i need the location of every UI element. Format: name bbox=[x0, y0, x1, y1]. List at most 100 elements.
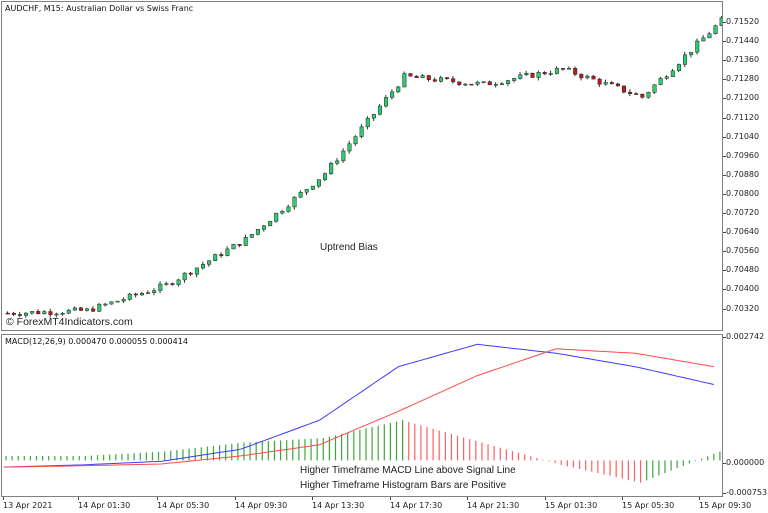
bear-candle[interactable] bbox=[640, 93, 645, 98]
bull-candle[interactable] bbox=[323, 173, 328, 180]
bear-candle[interactable] bbox=[530, 72, 535, 78]
time-axis[interactable]: 13 Apr 2021 14 Apr 01:30 14 Apr 05:30 14 Ap… bbox=[0, 497, 768, 513]
bull-candle[interactable] bbox=[280, 211, 285, 214]
bear-candle[interactable] bbox=[91, 308, 96, 312]
bull-candle[interactable] bbox=[585, 75, 590, 79]
bear-candle[interactable] bbox=[219, 254, 224, 256]
bull-candle[interactable] bbox=[231, 244, 236, 250]
bull-candle[interactable] bbox=[359, 126, 364, 137]
bull-candle[interactable] bbox=[286, 206, 291, 212]
bull-candle[interactable] bbox=[298, 191, 303, 198]
bull-candle[interactable] bbox=[475, 81, 480, 85]
bear-candle[interactable] bbox=[609, 82, 614, 85]
bull-candle[interactable] bbox=[115, 300, 120, 303]
bear-candle[interactable] bbox=[487, 81, 492, 86]
bull-candle[interactable] bbox=[97, 303, 102, 312]
bull-candle[interactable] bbox=[274, 212, 279, 222]
bear-candle[interactable] bbox=[414, 75, 419, 78]
bull-candle[interactable] bbox=[377, 105, 382, 115]
bull-candle[interactable] bbox=[646, 92, 651, 98]
bull-candle[interactable] bbox=[146, 292, 151, 294]
bull-candle[interactable] bbox=[420, 75, 425, 78]
bull-candle[interactable] bbox=[194, 267, 199, 275]
bull-candle[interactable] bbox=[719, 17, 722, 27]
bull-candle[interactable] bbox=[255, 229, 260, 235]
bull-candle[interactable] bbox=[603, 82, 608, 85]
bull-candle[interactable] bbox=[701, 37, 706, 42]
bull-candle[interactable] bbox=[402, 73, 407, 88]
bull-candle[interactable] bbox=[42, 311, 47, 315]
bull-candle[interactable] bbox=[249, 234, 254, 238]
bull-candle[interactable] bbox=[548, 73, 553, 75]
bear-candle[interactable] bbox=[170, 283, 175, 285]
bull-candle[interactable] bbox=[158, 283, 163, 291]
bull-candle[interactable] bbox=[103, 303, 108, 306]
bull-candle[interactable] bbox=[201, 264, 206, 269]
bear-candle[interactable] bbox=[48, 311, 53, 315]
bull-candle[interactable] bbox=[225, 248, 230, 256]
bull-candle[interactable] bbox=[347, 143, 352, 152]
bear-candle[interactable] bbox=[628, 91, 633, 94]
bull-candle[interactable] bbox=[341, 150, 346, 162]
bear-candle[interactable] bbox=[426, 75, 431, 80]
bear-candle[interactable] bbox=[579, 74, 584, 79]
bull-candle[interactable] bbox=[683, 54, 688, 65]
macd-chart[interactable] bbox=[2, 335, 722, 496]
bear-candle[interactable] bbox=[615, 83, 620, 87]
bear-candle[interactable] bbox=[451, 78, 456, 83]
bull-candle[interactable] bbox=[207, 260, 212, 265]
bull-candle[interactable] bbox=[24, 312, 29, 316]
bull-candle[interactable] bbox=[518, 74, 523, 79]
bear-candle[interactable] bbox=[237, 244, 242, 246]
bull-candle[interactable] bbox=[335, 160, 340, 164]
bull-candle[interactable] bbox=[243, 237, 248, 246]
bull-candle[interactable] bbox=[85, 308, 90, 311]
bull-candle[interactable] bbox=[554, 68, 559, 74]
bull-candle[interactable] bbox=[310, 185, 315, 190]
macd-indicator-pane[interactable]: MACD(12,26,9) 0.000470 0.000055 0.000414… bbox=[1, 334, 723, 497]
bull-candle[interactable] bbox=[72, 307, 77, 311]
bull-candle[interactable] bbox=[121, 299, 126, 302]
bear-candle[interactable] bbox=[408, 73, 413, 77]
bull-candle[interactable] bbox=[493, 84, 498, 86]
bear-candle[interactable] bbox=[445, 77, 450, 79]
bull-candle[interactable] bbox=[365, 117, 370, 128]
bull-candle[interactable] bbox=[329, 163, 334, 174]
macd-axis[interactable]: 0.002742 0.000000 -0.000753 bbox=[723, 332, 768, 497]
bear-candle[interactable] bbox=[457, 81, 462, 85]
bull-candle[interactable] bbox=[658, 78, 663, 86]
bear-candle[interactable] bbox=[542, 72, 547, 75]
bear-candle[interactable] bbox=[36, 311, 41, 315]
bull-candle[interactable] bbox=[176, 279, 181, 285]
bear-candle[interactable] bbox=[17, 314, 22, 316]
price-axis[interactable]: 0.71520 0.71440 0.71360 0.71280 0.71200 0.711… bbox=[723, 1, 768, 331]
bear-candle[interactable] bbox=[133, 293, 138, 296]
bull-candle[interactable] bbox=[512, 78, 517, 81]
bull-candle[interactable] bbox=[506, 80, 511, 85]
bear-candle[interactable] bbox=[561, 68, 566, 70]
bull-candle[interactable] bbox=[304, 189, 309, 193]
bull-candle[interactable] bbox=[713, 25, 718, 34]
bull-candle[interactable] bbox=[670, 70, 675, 77]
bull-candle[interactable] bbox=[536, 72, 541, 78]
bull-candle[interactable] bbox=[139, 293, 144, 296]
bull-candle[interactable] bbox=[567, 67, 572, 70]
bear-candle[interactable] bbox=[622, 85, 627, 93]
bull-candle[interactable] bbox=[182, 272, 187, 281]
bear-candle[interactable] bbox=[597, 78, 602, 85]
bull-candle[interactable] bbox=[164, 283, 169, 285]
bull-candle[interactable] bbox=[499, 83, 504, 86]
bull-candle[interactable] bbox=[371, 113, 376, 119]
bear-candle[interactable] bbox=[573, 67, 578, 75]
bull-candle[interactable] bbox=[481, 81, 486, 83]
bull-candle[interactable] bbox=[390, 91, 395, 98]
bull-candle[interactable] bbox=[127, 293, 132, 300]
bear-candle[interactable] bbox=[634, 93, 639, 95]
bear-candle[interactable] bbox=[469, 83, 474, 86]
bull-candle[interactable] bbox=[152, 290, 157, 293]
bull-candle[interactable] bbox=[676, 64, 681, 72]
bull-candle[interactable] bbox=[213, 254, 218, 261]
bull-candle[interactable] bbox=[524, 72, 529, 76]
bull-candle[interactable] bbox=[463, 83, 468, 86]
bull-candle[interactable] bbox=[292, 196, 297, 208]
